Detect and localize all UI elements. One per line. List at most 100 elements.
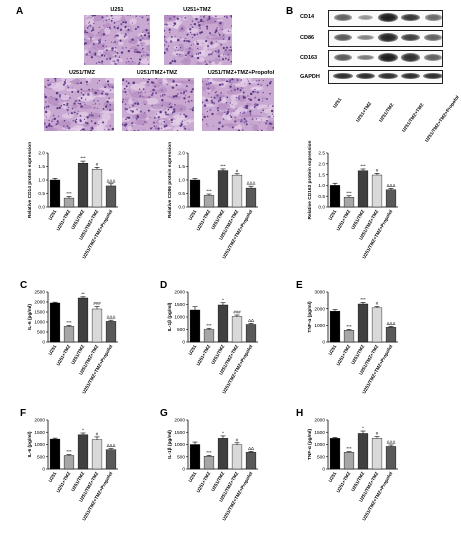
blot-band	[357, 34, 374, 41]
y-tick-label: 1.0	[38, 178, 45, 184]
panel-letter-b: B	[286, 6, 294, 17]
x-tick-label: U251	[48, 209, 58, 221]
bar	[63, 197, 75, 208]
x-tick-label: U251/TMZ	[70, 209, 85, 230]
bar	[91, 169, 103, 208]
bar	[217, 170, 229, 208]
significance-marker: *	[362, 426, 364, 431]
y-axis-label: IL-6 (pg/ml)	[27, 431, 33, 457]
y-tick-label: 0.5	[38, 191, 45, 197]
blot-band	[424, 34, 442, 41]
significance-marker: ***	[346, 446, 351, 451]
blot-lane-label: U251	[332, 97, 343, 109]
bar	[77, 434, 89, 470]
significance-marker: ***	[360, 297, 365, 302]
significance-marker: ΔΔΔ	[387, 439, 396, 444]
bar	[105, 185, 117, 208]
bar	[203, 195, 215, 208]
significance-marker: #	[376, 431, 379, 436]
bar	[231, 174, 243, 208]
histology-image-u251-r-tmz-propofol	[202, 78, 274, 131]
bar	[245, 452, 257, 470]
significance-marker: ΔΔ	[248, 318, 254, 323]
significance-marker: **	[81, 291, 85, 296]
x-tick-label: U251/TMZ	[350, 471, 365, 492]
y-tick-label: 1.5	[38, 164, 45, 170]
significance-marker: ***	[206, 189, 211, 194]
blot-band	[357, 14, 374, 21]
blot-label-gapdh: GAPDH	[300, 74, 320, 80]
y-tick-label: 0	[182, 340, 185, 346]
x-tick-label: U251	[328, 209, 338, 221]
y-tick-label: 2000	[174, 418, 185, 424]
histology-image-u251-r	[44, 78, 114, 131]
bar	[357, 433, 369, 470]
blot-label-cd86: CD86	[300, 35, 315, 41]
bar	[385, 189, 397, 208]
blot-label-cd163: CD163	[300, 55, 318, 61]
y-tick-label: 1500	[34, 310, 45, 316]
blot-band	[424, 14, 442, 21]
x-tick-label: U251/TMZ	[210, 471, 225, 492]
y-tick-label: 500	[37, 454, 45, 460]
x-tick-label: U251/TMZ	[210, 209, 225, 230]
significance-marker: ΔΔΔ	[247, 181, 256, 186]
y-tick-label: 2500	[34, 290, 45, 296]
blot-row-cd163	[328, 50, 443, 67]
y-tick-label: 500	[37, 330, 45, 336]
western-blot: CD14 CD86 CD163 GAPDH U251 U251+TMZ U251…	[300, 8, 460, 143]
bar	[49, 179, 61, 208]
y-tick-label: 1500	[174, 430, 185, 436]
bar	[371, 174, 383, 208]
panel-letter-a: A	[16, 6, 24, 17]
bar	[49, 302, 61, 343]
significance-marker: ***	[66, 320, 71, 325]
histology-image-u251	[84, 15, 150, 65]
y-tick-label: 0	[42, 467, 45, 473]
y-tick-label: 0	[322, 340, 325, 346]
significance-marker: ***	[66, 449, 71, 454]
blot-band	[378, 33, 398, 42]
y-tick-label: 1.0	[178, 178, 185, 184]
significance-marker: #	[376, 168, 379, 173]
blot-row-gapdh	[328, 70, 443, 84]
significance-marker: *	[82, 427, 84, 432]
significance-marker: ***	[80, 156, 85, 161]
y-tick-label: 500	[177, 327, 185, 333]
x-tick-label: U251	[48, 471, 58, 483]
y-tick-label: 1.0	[318, 183, 325, 189]
bar	[217, 304, 229, 343]
blot-band	[333, 72, 353, 80]
chart-cd86: 0.0 0.5 1.0 1.5 2.0 Relative CD86 protein exp…	[167, 142, 258, 259]
panel-letter-d: D	[160, 280, 168, 291]
y-tick-label: 0.5	[318, 194, 325, 200]
chart-cd163: 0.0 0.5 1.0 1.5 2.0 2.5 Relative CD163 protein…	[307, 140, 398, 259]
y-axis-label: IL-6 (pg/ml)	[27, 304, 33, 330]
significance-marker: ΔΔΔ	[107, 178, 116, 183]
blot-band	[334, 54, 352, 61]
x-tick-label: U251/TMZ	[210, 344, 225, 365]
y-tick-label: 1000	[34, 442, 45, 448]
significance-marker: ###	[93, 301, 101, 306]
y-tick-label: 2000	[314, 418, 325, 424]
bar	[231, 316, 243, 343]
y-tick-label: 0.0	[178, 205, 185, 211]
bar	[91, 308, 103, 343]
blot-lane-label: U251+TMZ	[355, 101, 373, 123]
bar	[371, 438, 383, 470]
x-tick-label: U251	[188, 471, 198, 483]
y-tick-label: 2.0	[318, 162, 325, 168]
significance-marker: #	[236, 437, 239, 442]
bar	[371, 307, 383, 343]
blot-band	[400, 72, 421, 80]
significance-marker: #	[96, 162, 99, 167]
x-tick-label: U251/TMZ	[350, 209, 365, 230]
bar	[189, 444, 201, 470]
significance-marker: #	[376, 301, 379, 306]
significance-marker: ***	[360, 163, 365, 168]
histo-label-u251-r-tmz: U251/TMZ+TMZ	[136, 70, 178, 76]
bar	[105, 321, 117, 343]
bar	[245, 324, 257, 343]
bar	[329, 438, 341, 470]
